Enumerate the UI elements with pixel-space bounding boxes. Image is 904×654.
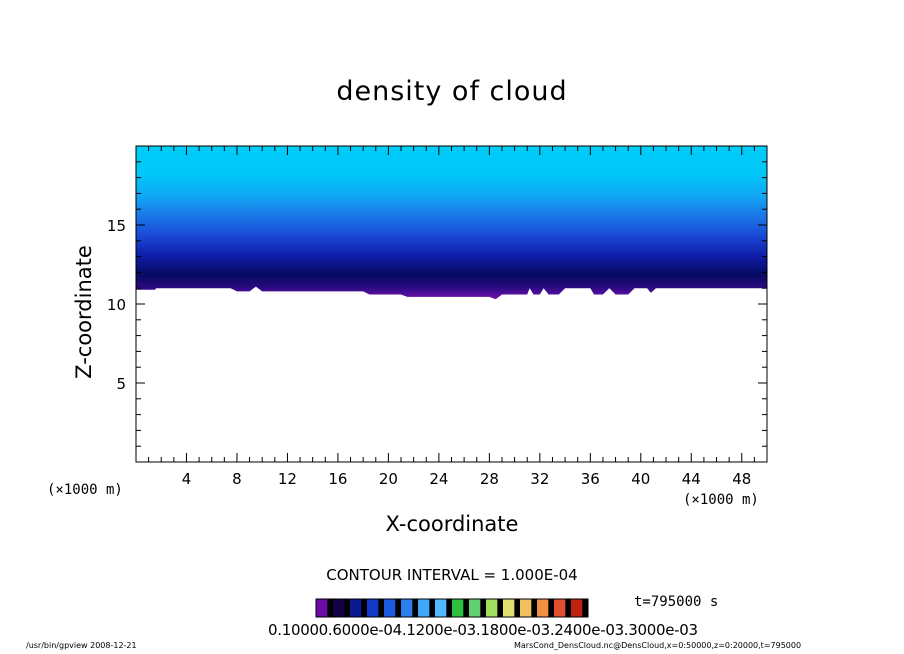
colorbar-cell xyxy=(316,599,322,617)
x-tick-label: 4 xyxy=(182,470,192,488)
colorbar-cell xyxy=(350,599,356,617)
colorbar-cell xyxy=(452,599,458,617)
colorbar-cell xyxy=(372,599,379,617)
colorbar-cell xyxy=(497,599,504,617)
x-tick-label: 16 xyxy=(328,470,347,488)
colorbar-cell xyxy=(321,599,328,617)
x-unit-label: (×1000 m) xyxy=(683,492,759,508)
colorbar-cell xyxy=(525,599,532,617)
y-tick-label: 10 xyxy=(107,296,126,314)
x-tick-label: 8 xyxy=(232,470,242,488)
colorbar-cell xyxy=(486,599,492,617)
colorbar-cell xyxy=(537,599,543,617)
colorbar-cell xyxy=(344,599,351,617)
y-axis-label: Z-coordinate xyxy=(72,245,96,379)
colorbar-cell xyxy=(327,599,334,617)
colorbar-cell xyxy=(389,599,396,617)
colorbar-cell xyxy=(378,599,385,617)
colorbar-cell xyxy=(576,599,583,617)
colorbar-cell xyxy=(367,599,373,617)
x-tick-label: 44 xyxy=(682,470,701,488)
x-tick-label: 24 xyxy=(429,470,448,488)
colorbar-cell xyxy=(480,599,487,617)
colorbar-cell xyxy=(384,599,390,617)
colorbar-cell xyxy=(565,599,572,617)
contour-interval: CONTOUR INTERVAL = 1.000E-04 xyxy=(326,566,578,584)
x-tick-label: 36 xyxy=(581,470,600,488)
x-axis-label: X-coordinate xyxy=(385,512,519,536)
colorbar-cell xyxy=(508,599,515,617)
colorbar-cell xyxy=(395,599,402,617)
colorbar-cell xyxy=(446,599,453,617)
colorbar-cell xyxy=(542,599,549,617)
colorbar-cell xyxy=(440,599,447,617)
y-tick-label: 5 xyxy=(116,375,126,393)
x-tick-label: 20 xyxy=(379,470,398,488)
y-tick-label: 15 xyxy=(107,217,126,235)
colorbar-cell xyxy=(361,599,368,617)
colorbar-cell xyxy=(401,599,407,617)
colorbar-cell xyxy=(457,599,464,617)
colorbar xyxy=(315,598,589,618)
y-unit-label: (×1000 m) xyxy=(47,482,123,498)
x-tick-label: 48 xyxy=(732,470,751,488)
colorbar-cell xyxy=(520,599,526,617)
x-tick-label: 40 xyxy=(631,470,650,488)
colorbar-cell xyxy=(435,599,441,617)
colorbar-tick-labels: 0.10000.6000e-04.1200e-03.1800e-03.2400e… xyxy=(268,621,698,639)
colorbar-cell xyxy=(463,599,470,617)
colorbar-cell xyxy=(548,599,555,617)
colorbar-cell xyxy=(412,599,419,617)
footer-left: /usr/bin/gpview 2008-12-21 xyxy=(26,641,137,650)
cloud-density-field xyxy=(136,146,767,300)
colorbar-cell xyxy=(423,599,430,617)
colorbar-cell xyxy=(418,599,424,617)
colorbar-cell xyxy=(582,599,589,617)
colorbar-cell xyxy=(429,599,436,617)
colorbar-frame xyxy=(315,598,589,618)
footer-right: MarsCond_DensCloud.nc@DensCloud,x=0:5000… xyxy=(514,641,802,650)
colorbar-cell xyxy=(469,599,475,617)
colorbar-cell xyxy=(554,599,560,617)
colorbar-cell xyxy=(355,599,362,617)
x-tick-label: 32 xyxy=(530,470,549,488)
colorbar-cell xyxy=(571,599,577,617)
x-tick-label: 28 xyxy=(480,470,499,488)
colorbar-cell xyxy=(559,599,566,617)
colorbar-cell xyxy=(333,599,339,617)
chart-title: density of cloud xyxy=(336,76,568,107)
colorbar-cell xyxy=(491,599,498,617)
x-tick-label: 12 xyxy=(278,470,297,488)
colorbar-cell xyxy=(514,599,521,617)
colorbar-cell xyxy=(503,599,509,617)
colorbar-cell xyxy=(338,599,345,617)
colorbar-cell xyxy=(474,599,481,617)
colorbar-cell xyxy=(406,599,413,617)
time-label: t=795000 s xyxy=(634,594,719,610)
colorbar-cell xyxy=(531,599,538,617)
